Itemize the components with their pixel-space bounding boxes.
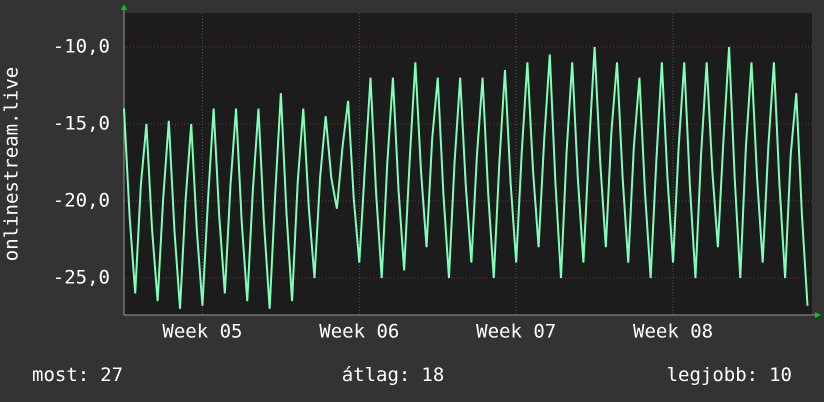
stat: átlag: 18	[342, 364, 445, 386]
y-axis-arrow	[121, 4, 127, 10]
stat-label: legjobb:	[667, 364, 759, 386]
plot-area	[124, 13, 812, 315]
y-tick-label: -20,0	[53, 189, 110, 211]
stat-label: átlag:	[342, 364, 411, 386]
stat: legjobb: 10	[667, 364, 792, 386]
stat-value: 18	[421, 364, 444, 386]
y-tick-label: -10,0	[53, 35, 110, 57]
y-tick-label: -25,0	[53, 267, 110, 289]
y-axis-label: onlinestream.live	[1, 67, 23, 261]
x-tick-label: Week 08	[633, 321, 713, 343]
data-line	[123, 46, 809, 309]
x-tick-label: Week 07	[476, 321, 556, 343]
y-tick-label: -15,0	[53, 112, 110, 134]
x-tick-label: Week 06	[319, 321, 399, 343]
x-tick-label: Week 05	[162, 321, 242, 343]
stat: most: 27	[32, 364, 123, 386]
x-axis-arrow	[815, 312, 821, 318]
stat-value: 10	[769, 364, 792, 386]
stat-value: 27	[100, 364, 123, 386]
stat-label: most:	[32, 364, 89, 386]
